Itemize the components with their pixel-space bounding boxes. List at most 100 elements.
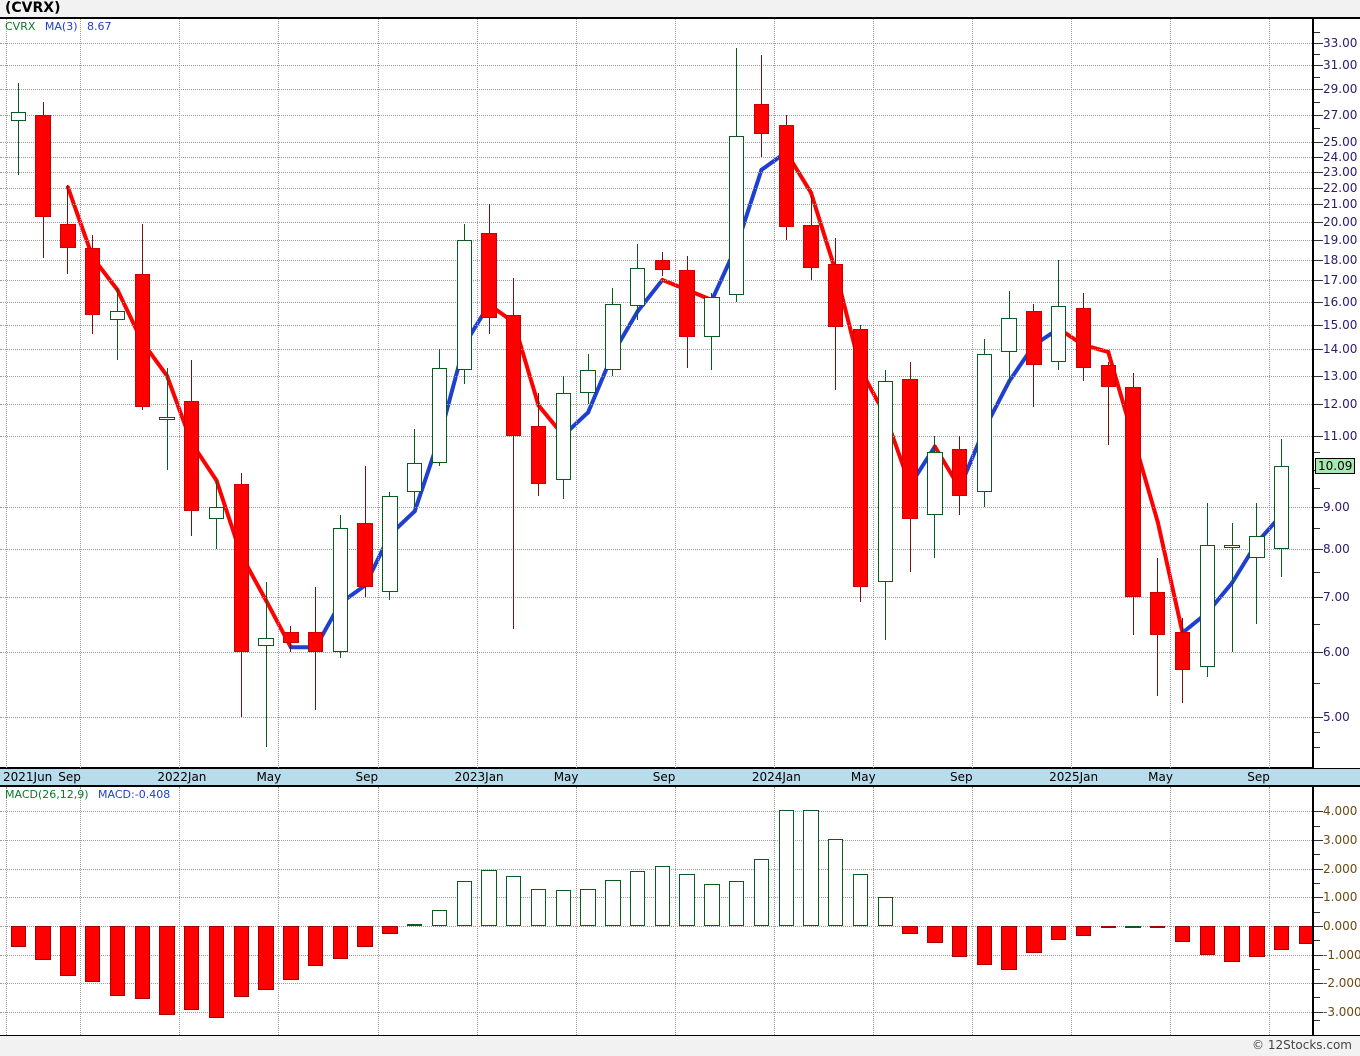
macd-histogram-bar: [1026, 925, 1042, 954]
candle-body: [258, 637, 274, 647]
candle-body: [134, 273, 150, 408]
macd-minor-tick: [1314, 882, 1320, 884]
price-tick-label: 15.00: [1323, 317, 1358, 332]
macd-histogram-bar: [456, 881, 472, 926]
macd-vgrid: [1071, 787, 1073, 1035]
macd-legend-label: MACD(26,12,9): [5, 788, 89, 801]
x-axis-label-top: Sep: [58, 770, 81, 784]
macd-histogram-bar: [481, 870, 497, 926]
macd-plot-area: MACD(26,12,9) MACD:-0.408: [0, 787, 1312, 1035]
candle-body: [679, 269, 695, 337]
x-axis-label-top: May: [850, 770, 876, 784]
price-gridline: [0, 221, 1312, 223]
candle-body: [1174, 631, 1191, 671]
macd-tick-label: -3.000: [1323, 1004, 1360, 1019]
candle-body: [407, 462, 423, 492]
macd-histogram-bar: [530, 888, 547, 926]
macd-vgrid: [377, 787, 379, 1035]
price-minor-tick: [1314, 452, 1320, 454]
price-tick-label: 12.00: [1323, 397, 1358, 412]
macd-histogram-bar: [1273, 925, 1290, 951]
price-tick-label: 9.00: [1323, 500, 1350, 515]
price-gridline: [0, 142, 1312, 144]
macd-histogram-bar: [60, 925, 76, 976]
candle-body: [753, 104, 770, 134]
macd-legend-value: MACD:-0.408: [98, 788, 171, 801]
candle-body: [1026, 310, 1042, 365]
candle-body: [803, 225, 819, 268]
macd-histogram-bar: [555, 890, 571, 926]
price-vgrid: [1071, 19, 1073, 768]
candle-body: [902, 378, 918, 520]
x-axis-label-top: May: [1148, 770, 1173, 784]
price-plot-area: CVRX MA(3) 8.67: [0, 19, 1312, 768]
price-tick-mark: [1314, 349, 1323, 351]
price-minor-tick: [1314, 76, 1320, 78]
x-axis-label-top: Sep: [950, 770, 973, 784]
price-minor-tick: [1314, 683, 1320, 685]
macd-histogram-bar: [1249, 925, 1265, 958]
price-tick-label: 23.00: [1323, 164, 1358, 179]
price-tick-mark: [1314, 435, 1323, 437]
title-bar: (CVRX): [0, 0, 1360, 17]
candle-body: [1150, 591, 1166, 635]
macd-histogram-bar: [382, 925, 398, 935]
price-vgrid: [674, 19, 676, 768]
x-axis-label-top: 2025Jan: [1049, 770, 1099, 784]
macd-tick-mark: [1314, 925, 1323, 927]
macd-vgrid: [575, 787, 577, 1035]
macd-histogram-bar: [729, 881, 745, 926]
macd-histogram-bar: [927, 925, 943, 944]
price-gridline: [0, 507, 1312, 509]
price-minor-tick: [1314, 487, 1320, 489]
price-minor-tick: [1314, 747, 1320, 749]
candle-body: [382, 495, 398, 592]
price-tick-label: 29.00: [1323, 82, 1358, 97]
macd-histogram-bar: [283, 925, 299, 981]
price-vgrid: [773, 19, 775, 768]
candle-wick: [265, 582, 267, 748]
macd-histogram-bar: [679, 874, 695, 926]
price-tick-mark: [1314, 301, 1323, 303]
legend-symbol: CVRX: [5, 20, 36, 33]
price-vgrid: [6, 19, 7, 768]
legend-ma-value: 8.67: [87, 20, 112, 33]
candle-body: [1001, 317, 1017, 352]
watermark: © 12Stocks.com: [1252, 1038, 1352, 1052]
macd-tick-mark: [1314, 983, 1323, 985]
price-gridline: [0, 114, 1312, 116]
price-y-axis: 33.00 31.00 29.00 27.00 25.00 24.00 23.00 22.00…: [1312, 19, 1360, 768]
macd-histogram-bar: [654, 865, 671, 926]
price-tick-mark: [1314, 404, 1323, 406]
macd-histogram-bar: [1125, 925, 1141, 928]
candle-body: [159, 416, 175, 420]
price-vgrid: [476, 19, 478, 768]
candle-wick: [116, 288, 118, 360]
macd-histogram-bar: [506, 875, 522, 926]
candle-body: [704, 297, 720, 337]
candle-body: [828, 263, 844, 328]
candle-wick: [1231, 523, 1233, 653]
price-gridline: [0, 65, 1312, 67]
macd-tick-mark: [1314, 1011, 1323, 1013]
price-gridline: [0, 349, 1312, 351]
macd-vgrid: [1269, 787, 1271, 1035]
candle-body: [109, 310, 126, 320]
price-tick-label: 24.00: [1323, 149, 1358, 164]
price-tick-label: 5.00: [1323, 710, 1350, 725]
last-price-tag: 10.09: [1315, 458, 1356, 475]
macd-histogram-bar: [1298, 925, 1312, 945]
macd-histogram-bar: [10, 925, 27, 948]
candle-body: [85, 247, 101, 316]
price-gridline: [0, 301, 1312, 303]
price-tick-mark: [1314, 259, 1323, 261]
price-gridline: [0, 549, 1312, 551]
candle-body: [1075, 308, 1092, 368]
price-vgrid: [1170, 19, 1172, 768]
candle-body: [1273, 466, 1290, 550]
macd-vgrid: [1170, 787, 1172, 1035]
price-tick-label: 16.00: [1323, 294, 1358, 309]
price-tick-mark: [1314, 65, 1323, 67]
macd-histogram-bar: [109, 925, 126, 997]
candle-body: [778, 125, 794, 228]
